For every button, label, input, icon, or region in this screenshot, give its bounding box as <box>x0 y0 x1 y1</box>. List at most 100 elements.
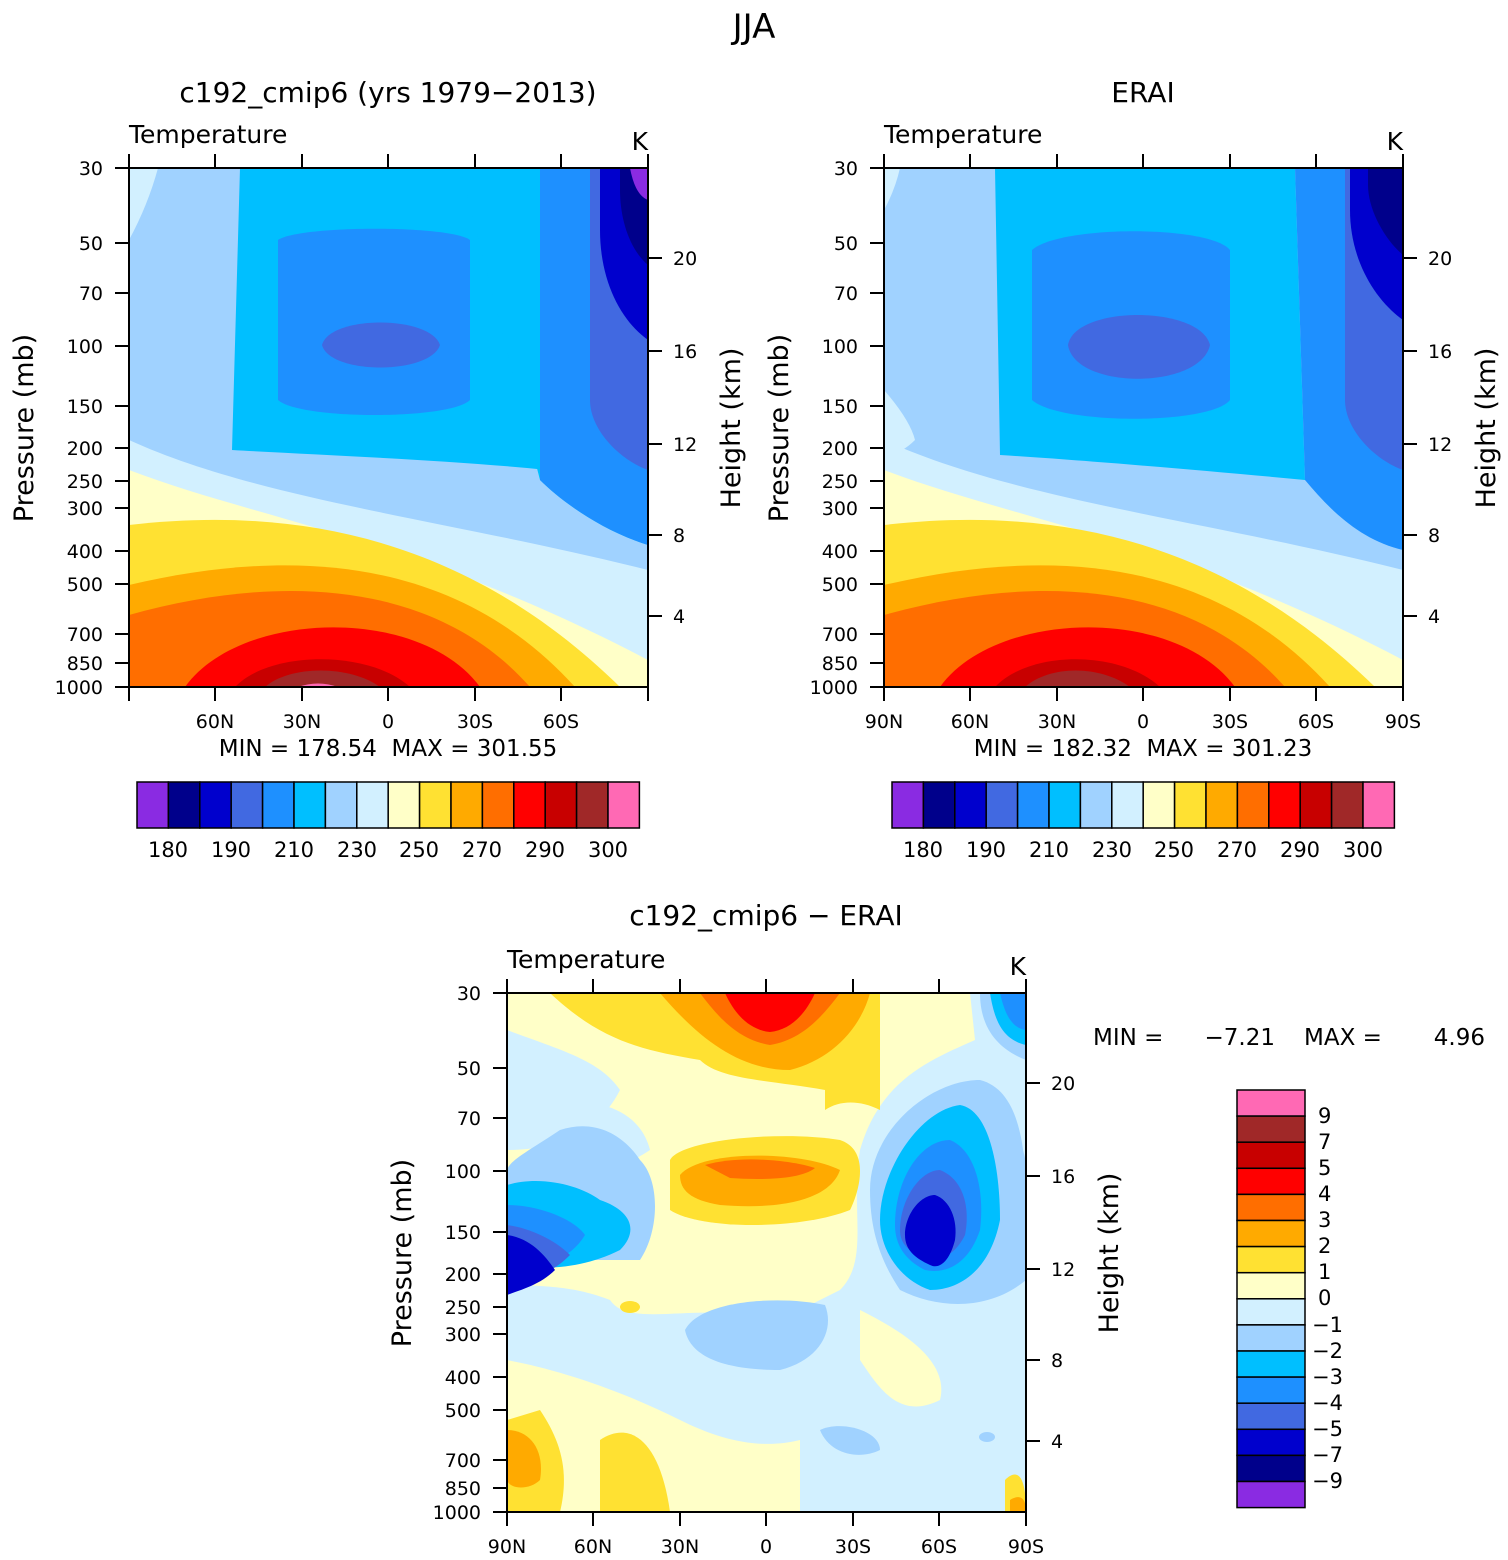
panel-reanalysis-y-ticks: 30 50 70 100 150 200 250 300 400 500 700… <box>810 158 858 699</box>
y-tick-label: 30 <box>79 158 103 180</box>
colorbar-label: 3 <box>1318 1208 1331 1232</box>
stats-max-label: MAX = <box>1304 1025 1382 1051</box>
y-tick-label: 850 <box>445 1478 481 1500</box>
panel-model-contours <box>129 168 648 687</box>
panel-difference-y-ticks: 30 50 70 100 150 200 250 300 400 500 700… <box>433 983 481 1524</box>
colorbar-swatch <box>356 781 389 829</box>
colorbar-swatch <box>1299 781 1333 829</box>
panel-difference-subtitle: Temperature <box>506 945 665 974</box>
colorbar-label: −4 <box>1312 1391 1343 1415</box>
colorbar-label: 210 <box>1029 838 1069 862</box>
panel-reanalysis-units: K <box>1387 127 1404 156</box>
colorbar-swatch <box>1236 1324 1306 1352</box>
y-tick-label: 200 <box>822 438 858 460</box>
stats-min-label: MIN = <box>1093 1025 1163 1051</box>
panel-reanalysis-ylabel: Pressure (mb) <box>764 334 795 522</box>
panel-reanalysis-contours <box>884 168 1403 687</box>
y-right-tick-label: 16 <box>1051 1166 1075 1188</box>
colorbar-swatch <box>1362 781 1396 829</box>
colorbar-swatch <box>1330 781 1364 829</box>
colorbar-label: 7 <box>1318 1130 1331 1154</box>
y-tick-label: 400 <box>445 1367 481 1389</box>
colorbar-swatch <box>891 781 925 829</box>
panel-difference-units: K <box>1010 952 1027 981</box>
colorbar-swatch <box>167 781 201 829</box>
colorbar-swatch <box>1048 781 1082 829</box>
y-right-tick-label: 4 <box>673 606 685 628</box>
colorbar-swatch <box>1236 781 1270 829</box>
y-tick-label: 700 <box>822 624 858 646</box>
colorbar-label: 290 <box>1280 838 1320 862</box>
colorbar-swatch <box>1205 781 1239 829</box>
colorbar-swatch <box>1016 781 1050 829</box>
colorbar-label: 190 <box>966 838 1006 862</box>
x-tick-label: 0 <box>382 711 394 733</box>
y-right-tick-label: 12 <box>1428 434 1452 456</box>
colorbar-swatch <box>1236 1298 1306 1326</box>
panel-difference-contours <box>507 993 1026 1512</box>
colorbar-swatch <box>1236 1271 1306 1300</box>
panel-reanalysis-y-ticks-right: 20 16 12 8 4 <box>1428 248 1452 628</box>
y-tick-label: 30 <box>457 983 481 1005</box>
x-tick-label: 30N <box>283 711 321 733</box>
y-tick-label: 30 <box>834 158 858 180</box>
colorbar-swatch <box>136 781 170 829</box>
colorbar-label: 300 <box>588 838 628 862</box>
colorbar-difference: 9 7 5 4 3 2 1 0 −1 −2 −3 −4 −5 −7 −9 <box>1236 1089 1343 1509</box>
colorbar-label: 270 <box>462 838 502 862</box>
panel-model-ylabel-right: Height (km) <box>716 348 747 509</box>
x-tick-label: 60S <box>543 711 579 733</box>
colorbar-swatch <box>1236 1350 1306 1378</box>
panel-model-y-tick-marks <box>115 154 662 701</box>
y-right-tick-label: 12 <box>1051 1259 1075 1281</box>
colorbar-swatch <box>230 781 264 829</box>
x-tick-label: 60N <box>951 711 989 733</box>
colorbar-swatch <box>450 781 484 829</box>
colorbar-label: 1 <box>1318 1260 1331 1284</box>
x-tick-label: 90S <box>1385 711 1421 733</box>
y-tick-label: 250 <box>822 471 858 493</box>
y-tick-label: 1000 <box>433 1502 481 1524</box>
y-tick-label: 70 <box>834 283 858 305</box>
colorbar-swatch <box>544 781 578 829</box>
y-tick-label: 50 <box>79 233 103 255</box>
stats-max-value: 4.96 <box>1434 1025 1485 1051</box>
colorbar-reanalysis: 180 190 210 230 250 270 290 300 <box>891 781 1396 862</box>
y-tick-label: 300 <box>445 1324 481 1346</box>
colorbar-label: 190 <box>211 838 251 862</box>
colorbar-label: 180 <box>148 838 188 862</box>
y-tick-label: 700 <box>445 1450 481 1472</box>
x-tick-label: 60S <box>921 1536 957 1558</box>
y-right-tick-label: 4 <box>1428 606 1440 628</box>
panel-reanalysis: ERAI Temperature K 30 50 7 <box>764 76 1502 862</box>
y-tick-label: 70 <box>457 1108 481 1130</box>
colorbar-swatch <box>1236 1141 1306 1170</box>
y-tick-label: 150 <box>67 396 103 418</box>
y-right-tick-label: 20 <box>1051 1073 1075 1095</box>
colorbar-label: 180 <box>903 838 943 862</box>
colorbar-model-swatches <box>136 781 641 829</box>
y-right-tick-label: 16 <box>1428 341 1452 363</box>
y-tick-label: 100 <box>445 1161 481 1183</box>
colorbar-model-labels: 180 190 210 230 250 270 290 300 <box>148 838 628 862</box>
colorbar-swatch <box>261 781 295 829</box>
colorbar-swatch <box>1236 1219 1306 1248</box>
colorbar-swatch <box>922 781 956 829</box>
y-right-tick-label: 8 <box>1051 1350 1063 1372</box>
panel-difference-tick-marks <box>493 979 1040 1526</box>
y-tick-label: 700 <box>67 624 103 646</box>
y-tick-label: 150 <box>822 396 858 418</box>
panel-difference-title: c192_cmip6 − ERAI <box>629 899 903 932</box>
y-tick-label: 500 <box>67 574 103 596</box>
y-tick-label: 500 <box>822 574 858 596</box>
colorbar-swatch <box>1236 1480 1306 1509</box>
y-tick-label: 50 <box>457 1058 481 1080</box>
x-tick-label: 0 <box>1137 711 1149 733</box>
panel-difference-ylabel: Pressure (mb) <box>387 1159 418 1347</box>
colorbar-swatch <box>1111 781 1144 829</box>
x-tick-label: 90N <box>865 711 903 733</box>
panel-difference-x-ticks: 90N 60N 30N 0 30S 60S 90S <box>488 1536 1044 1558</box>
y-right-tick-label: 16 <box>673 341 697 363</box>
panel-reanalysis-subtitle: Temperature <box>883 120 1042 149</box>
y-tick-label: 500 <box>445 1400 481 1422</box>
